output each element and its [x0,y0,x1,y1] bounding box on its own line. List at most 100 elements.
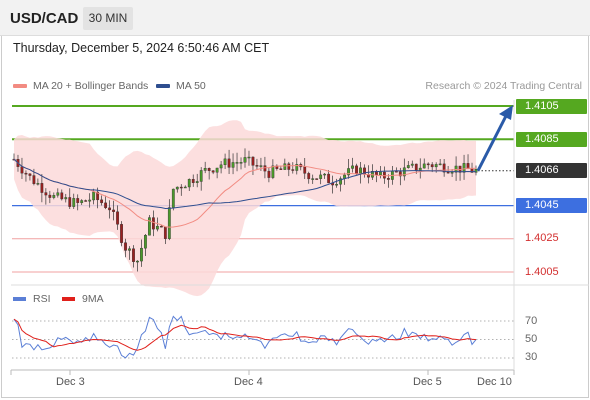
candle-body [347,168,350,176]
candle-body [24,172,28,175]
candle-body [32,175,36,184]
projection-arrow-head [499,105,513,120]
ma20-line [13,158,477,228]
candle-body [148,217,151,236]
candle-body [175,186,179,190]
candle-body [255,165,259,167]
candle-body [60,192,64,200]
candle-body [418,167,422,171]
candle-body [203,168,207,171]
ma50-label: MA 50 [176,80,206,92]
candle-body [44,192,48,196]
rsi-axis-70: 70 [525,315,538,327]
candle-body [434,164,438,168]
candle-body [291,169,295,171]
symbol-title: USD/CAD [10,10,79,27]
candle-body [227,158,231,168]
candle-body [195,181,199,183]
candle-body [287,163,291,170]
candle-body [80,200,84,203]
legend-9ma: 9MA [62,293,104,305]
candle-body [379,171,382,176]
ma20-swatch [13,84,27,88]
candle-body [339,178,342,185]
x-tick-dec4: Dec 4 [234,376,263,388]
candle-body [311,178,315,180]
candle-body [144,235,147,249]
candle-body [167,207,171,239]
candle-body [398,171,402,177]
candle-body [179,186,183,189]
candle-body [319,174,323,179]
candle-body [402,167,406,177]
candle-body [303,166,307,174]
candle-body [100,199,104,204]
candle-body [112,209,115,212]
candle-body [96,191,100,201]
candle-body [307,173,311,180]
candle-body [323,173,327,176]
candle-body [108,207,111,211]
candle-body [335,184,338,186]
candle-body [92,191,96,201]
x-tick-dec10: Dec 10 [477,376,512,388]
projection-arrow-shaft [476,113,509,172]
candle-body [438,163,442,166]
candle-body [430,164,434,168]
candle-body [52,195,56,198]
candle-body [136,260,139,263]
candle-body [355,165,358,175]
price-tag-support: 1.4005 [525,265,559,278]
rsi-9ma-line [13,318,477,351]
ma20-label: MA 20 + Bollinger Bands [33,80,149,92]
candle-body [152,217,155,230]
price-tag-resistance: 1.4085 [516,131,587,147]
candle-body [191,179,195,183]
candle-body [394,171,398,173]
candle-body [116,211,119,225]
candle-body [36,183,40,185]
candle-body [247,156,251,159]
candle-body [267,170,271,178]
candle-body [414,163,418,171]
candle-body [132,248,135,262]
candle-body [410,163,414,166]
candle-body [327,173,331,184]
chart-timestamp: Thursday, December 5, 2024 6:50:46 AM CE… [13,41,270,55]
candle-body [64,197,68,200]
candle-body [426,163,430,166]
candle-body [56,192,60,196]
candle-body [187,179,191,188]
candle-body [88,199,92,202]
candle-body [279,168,283,170]
legend-ma20: MA 20 + Bollinger Bands [13,80,148,92]
candle-body [219,164,223,169]
candle-body [72,198,76,207]
candle-body [120,224,123,243]
rsi-legend-label: RSI [33,293,51,305]
legend-ma50: MA 50 [156,80,206,92]
candle-body [140,247,143,262]
candle-body [259,165,263,167]
candle-body [271,165,275,178]
candle-body [76,198,80,203]
candle-body [359,167,362,175]
candle-body [211,170,215,173]
candle-body [20,166,24,174]
candle-body [295,164,299,171]
candle-body [155,225,159,230]
candle-body [239,162,243,164]
candle-body [128,248,131,251]
candle-body [199,170,203,182]
price-tag-support: 1.4025 [525,232,559,245]
price-tag-pivot: 1.4045 [516,198,587,214]
timeframe-button[interactable]: 30 MIN [83,7,133,30]
candle-body [84,200,88,202]
candle-body [450,172,454,174]
9ma-swatch [62,297,75,301]
candle-body [231,162,235,168]
legend-rsi: RSI [13,293,51,305]
candle-body [223,158,227,166]
rsi-axis-30: 30 [525,351,538,363]
